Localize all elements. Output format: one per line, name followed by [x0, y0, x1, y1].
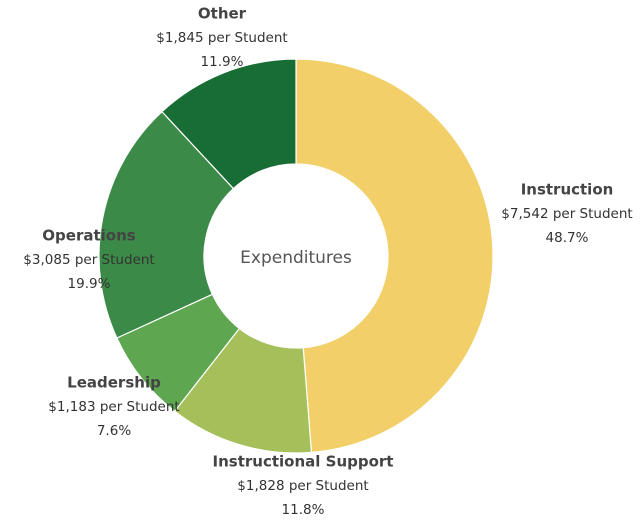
donut: [98, 58, 494, 454]
amount-label: $1,845 per Student: [156, 30, 287, 46]
amount-label: $1,183 per Student: [48, 399, 179, 415]
amount-label: $7,542 per Student: [501, 206, 632, 222]
amount-label: $1,828 per Student: [237, 478, 368, 494]
slice-label: Other: [198, 5, 247, 23]
slice-label: Instructional Support: [213, 453, 394, 471]
value-label: 11.9%: [201, 54, 244, 70]
slice-label: Leadership: [67, 374, 161, 392]
slice: [295, 58, 494, 454]
slice: [161, 58, 297, 190]
slice: [98, 110, 235, 339]
slice-label: Operations: [42, 227, 135, 245]
amount-label: $3,085 per Student: [23, 252, 154, 268]
center-label: Expenditures: [240, 248, 352, 268]
value-label: 48.7%: [546, 230, 589, 246]
slice-label: Instruction: [521, 181, 614, 199]
value-label: 7.6%: [97, 423, 131, 439]
value-label: 11.8%: [282, 502, 325, 518]
value-label: 19.9%: [68, 276, 111, 292]
